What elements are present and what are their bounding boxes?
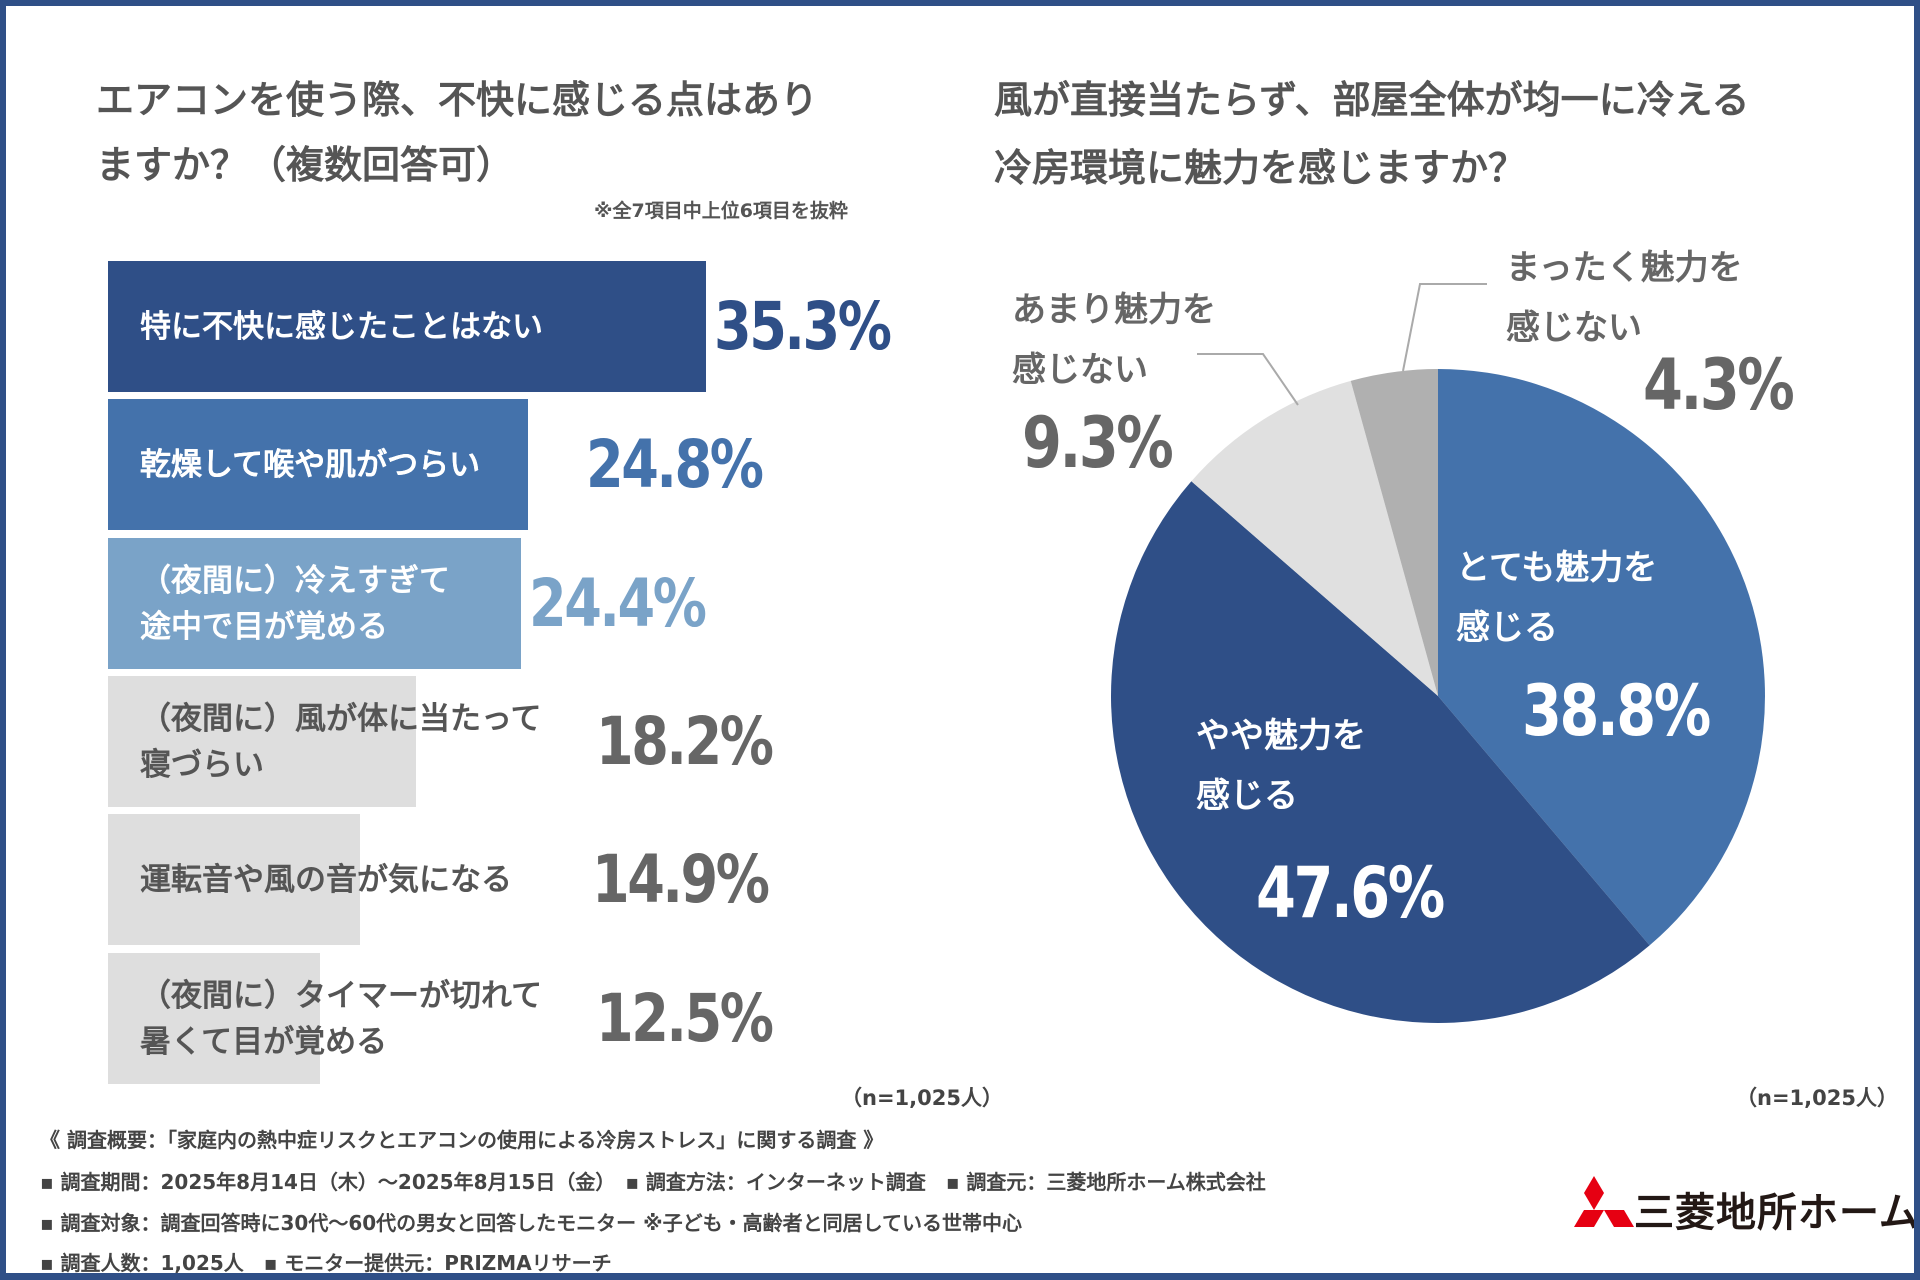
pie-label-line: とても魅力を [1456,548,1658,588]
pie-slice-1 [1438,369,1765,946]
bar-label-line: 乾燥して喉や肌がつらい [140,446,481,483]
pie-label-line: 感じる [1196,776,1298,816]
bar-label-line: 特に不快に感じたことはない [140,308,543,345]
bar-label-1: 特に不快に感じたことはない [140,304,543,350]
bar-value-6: 12.5% [596,979,774,1057]
pie-label-line: あまり魅力を [1012,290,1216,330]
bar-value-1: 35.3% [714,287,892,365]
pie-label-line: 感じる [1456,608,1558,648]
left-chart-title-line2: ますか？（複数回答可） [96,143,515,187]
left-chart-sample-size: （n=1,025人） [841,1086,1003,1110]
bar-value-3: 24.4% [529,564,707,642]
bar-label-line: （夜間に）タイマーが切れて [140,977,543,1014]
bar-label-line: 寝づらい [140,746,264,783]
pie-label-line: やや魅力を [1196,716,1366,756]
bar-label-2: 乾燥して喉や肌がつらい [140,442,480,488]
bar-1 [108,261,706,392]
pie-slice-3 [1191,380,1438,696]
survey-detail-line1: ▪ 調査期間：2025年8月14日（木）～2025年8月15日（金） ▪ 調査方… [40,1170,1266,1194]
bar-4 [108,676,416,807]
pie-value-2: 47.6% [1256,852,1445,934]
right-chart-sample-size: （n=1,025人） [1736,1086,1898,1110]
bar-label-4: （夜間に）風が体に当たって 寝づらい [140,696,541,788]
survey-summary: 《 調査概要：「家庭内の熱中症リスクとエアコンの使用による冷房ストレス」に関する… [40,1128,884,1152]
bar-value-2: 24.8% [586,425,764,503]
bar-6 [108,953,320,1084]
leader-line-not-at-all [1402,283,1487,372]
bar-value-5: 14.9% [592,840,770,918]
pie-slice-2 [1111,481,1650,1024]
pie-chart [1111,283,1765,1024]
bar-label-line: 途中で目が覚める [140,608,388,645]
right-chart-title-line1: 風が直接当たらず、部屋全体が均一に冷える [994,78,1750,122]
right-chart-title-line2: 冷房環境に魅力を感じますか？ [994,146,1527,190]
pie-label-line: 感じない [1012,350,1148,390]
infographic-frame: エアコンを使う際、不快に感じる点はあり ますか？（複数回答可） ※全7項目中上位… [6,6,1914,1273]
company-logo-text: 三菱地所ホーム [1634,1190,1914,1236]
bar-label-6: （夜間に）タイマーが切れて 暑くて目が覚める [140,973,542,1065]
pie-value-3: 9.3% [1022,402,1174,484]
pie-label-4: まったく魅力を 感じない [1506,238,1743,358]
pie-value-1: 38.8% [1522,670,1711,752]
pie-label-2: やや魅力を 感じる [1196,706,1366,826]
survey-detail-line3: ▪ 調査人数：1,025人 ▪ モニター提供元：PRIZMAリサーチ [40,1251,612,1273]
bar-label-line: （夜間に）風が体に当たって [140,700,542,737]
pie-label-line: まったく魅力を [1506,248,1743,288]
left-chart-note: ※全7項目中上位6項目を抜粋 [594,200,848,222]
bar-5 [108,814,360,945]
pie-label-1: とても魅力を 感じる [1456,538,1657,658]
leader-line-somewhat-not [1197,353,1299,406]
pie-slice-4 [1350,369,1438,696]
pie-label-line: 感じない [1506,308,1642,348]
bar-label-5: 運転音や風の音が気になる [140,857,512,903]
bar-label-line: 暑くて目が覚める [140,1023,388,1060]
bar-3 [108,538,521,669]
pie-label-3: あまり魅力を 感じない [1012,280,1216,400]
bar-value-4: 18.2% [596,702,774,780]
pie-value-4: 4.3% [1643,344,1795,426]
bar-label-3: （夜間に）冷えすぎて 途中で目が覚める [140,558,450,650]
bar-2 [108,399,528,530]
left-chart-title-line1: エアコンを使う際、不快に感じる点はあり [96,78,819,122]
bar-label-line: （夜間に）冷えすぎて [140,562,450,599]
survey-detail-line2: ▪ 調査対象：調査回答時に30代～60代の男女と回答したモニター ※子ども・高齢… [40,1211,1022,1235]
bar-label-line: 運転音や風の音が気になる [140,861,512,898]
